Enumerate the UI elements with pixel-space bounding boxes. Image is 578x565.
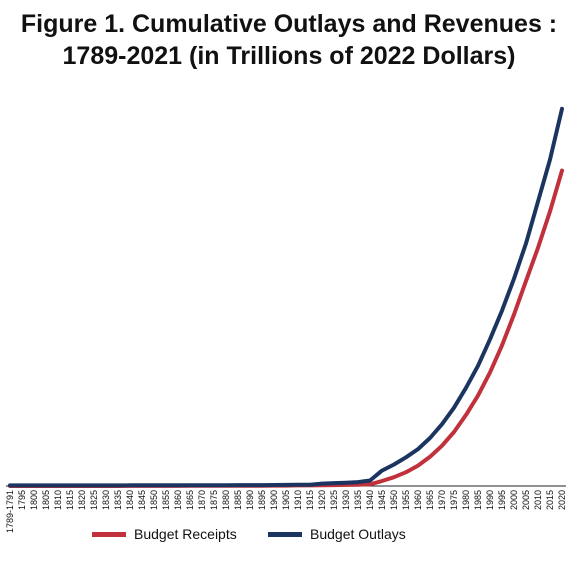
x-tick-label: 1995 [497, 490, 507, 510]
x-tick-label: 1880 [221, 490, 231, 510]
x-tick-label: 1910 [293, 490, 303, 510]
x-tick-label: 1789-1791 [5, 490, 15, 533]
legend-item-outlays: Budget Outlays [268, 526, 406, 542]
x-tick-label: 1905 [281, 490, 291, 510]
x-tick-label: 1960 [413, 490, 423, 510]
legend-item-receipts: Budget Receipts [92, 526, 237, 542]
x-tick-label: 1955 [401, 490, 411, 510]
x-tick-label: 2010 [533, 490, 543, 510]
x-tick-label: 1850 [149, 490, 159, 510]
legend-swatch-outlays [268, 531, 302, 537]
chart-title: Figure 1. Cumulative Outlays and Revenue… [0, 8, 578, 72]
x-tick-label: 1800 [29, 490, 39, 510]
series-line-receipts [8, 168, 564, 488]
x-tick-label: 1825 [89, 490, 99, 510]
x-tick-label: 1870 [197, 490, 207, 510]
x-tick-label: 1925 [329, 490, 339, 510]
x-tick-label: 1935 [353, 490, 363, 510]
x-tick-label: 1895 [257, 490, 267, 510]
x-tick-label: 1855 [161, 490, 171, 510]
x-tick-label: 1915 [305, 490, 315, 510]
x-tick-label: 1865 [185, 490, 195, 510]
x-tick-label: 1890 [245, 490, 255, 510]
x-tick-label: 1965 [425, 490, 435, 510]
chart-title-line-2: 1789-2021 (in Trillions of 2022 Dollars) [62, 42, 516, 70]
x-tick-label: 1815 [65, 490, 75, 510]
chart-title-line-1: Figure 1. Cumulative Outlays and Revenue… [20, 10, 558, 38]
x-tick-label: 1920 [317, 490, 327, 510]
legend: Budget Receipts Budget Outlays [0, 526, 578, 550]
x-tick-label: 1900 [269, 490, 279, 510]
legend-swatch-receipts [92, 531, 126, 537]
x-tick-label: 1840 [125, 490, 135, 510]
x-tick-label: 1830 [101, 490, 111, 510]
x-tick-label: 1885 [233, 490, 243, 510]
x-tick-label: 1990 [485, 490, 495, 510]
x-tick-label: 2020 [557, 490, 567, 510]
x-tick-label: 1820 [77, 490, 87, 510]
x-tick-label: 1985 [473, 490, 483, 510]
legend-label-receipts: Budget Receipts [134, 526, 237, 542]
x-tick-label: 1795 [17, 490, 27, 510]
x-tick-label: 1930 [341, 490, 351, 510]
x-tick-label: 1970 [437, 490, 447, 510]
series-line-outlays [8, 106, 564, 488]
x-tick-label: 1805 [41, 490, 51, 510]
x-tick-label: 1875 [209, 490, 219, 510]
x-tick-label: 1940 [365, 490, 375, 510]
legend-label-outlays: Budget Outlays [310, 526, 406, 542]
x-tick-label: 2005 [521, 490, 531, 510]
x-tick-label: 1945 [377, 490, 387, 510]
x-tick-label: 1950 [389, 490, 399, 510]
x-tick-label: 1810 [53, 490, 63, 510]
x-tick-label: 1975 [449, 490, 459, 510]
x-tick-label: 2000 [509, 490, 519, 510]
x-tick-label: 1860 [173, 490, 183, 510]
x-tick-label: 2015 [545, 490, 555, 510]
x-tick-label: 1845 [137, 490, 147, 510]
x-tick-label: 1835 [113, 490, 123, 510]
x-tick-label: 1980 [461, 490, 471, 510]
